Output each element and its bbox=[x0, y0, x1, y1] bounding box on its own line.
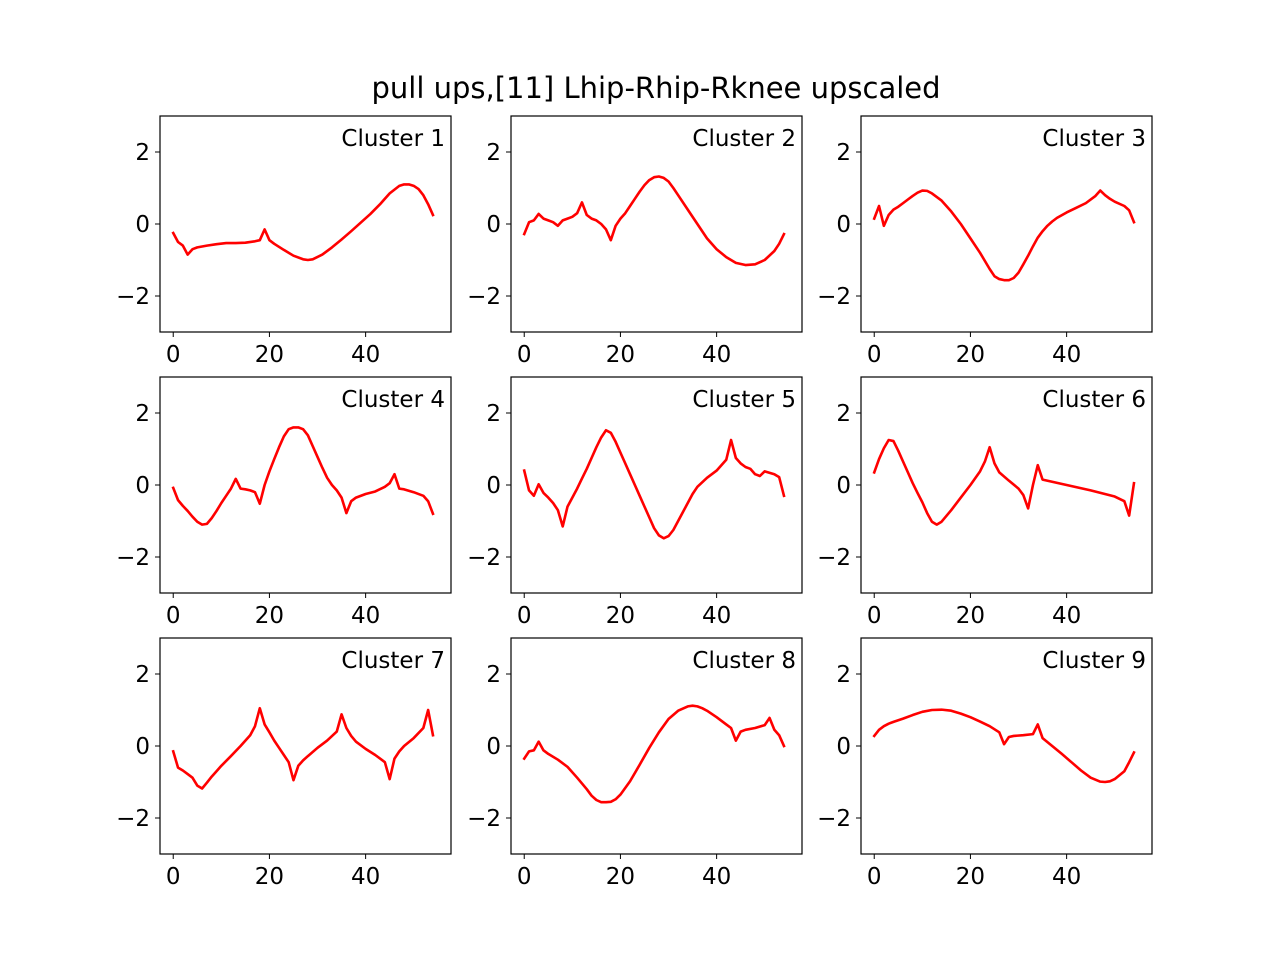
x-tick-label: 0 bbox=[867, 864, 882, 890]
y-tick-label: −2 bbox=[467, 284, 501, 310]
x-tick-label: 20 bbox=[255, 603, 284, 629]
cluster-label: Cluster 8 bbox=[692, 648, 796, 674]
cluster-label: Cluster 2 bbox=[692, 126, 796, 152]
cluster-label: Cluster 3 bbox=[1042, 126, 1146, 152]
x-tick-label: 0 bbox=[867, 342, 882, 368]
y-tick-label: 2 bbox=[486, 140, 501, 166]
x-tick-label: 20 bbox=[606, 342, 635, 368]
subplot-3: 0 20 40 −2 0 2 Cluster 3 bbox=[817, 115, 1153, 368]
cluster-label: Cluster 4 bbox=[341, 387, 445, 413]
x-tick-label: 0 bbox=[867, 603, 882, 629]
y-tick-label: 0 bbox=[486, 734, 501, 760]
series-line bbox=[171, 183, 435, 262]
x-tick-label: 40 bbox=[702, 603, 731, 629]
x-tick-label: 40 bbox=[702, 342, 731, 368]
x-tick-label: 0 bbox=[166, 603, 181, 629]
y-tick-label: 0 bbox=[486, 212, 501, 238]
subplot-8: 0 20 40 −2 0 2 Cluster 8 bbox=[467, 637, 803, 890]
series-line bbox=[872, 708, 1136, 784]
y-tick-label: −2 bbox=[817, 284, 851, 310]
x-tick-label: 0 bbox=[517, 342, 532, 368]
x-tick-label: 40 bbox=[1052, 864, 1081, 890]
x-tick-label: 20 bbox=[956, 603, 985, 629]
x-tick-label: 40 bbox=[351, 864, 380, 890]
y-tick-label: 0 bbox=[135, 473, 150, 499]
y-tick-label: 2 bbox=[836, 662, 851, 688]
y-tick-label: 0 bbox=[135, 734, 150, 760]
x-tick-label: 0 bbox=[517, 603, 532, 629]
cluster-label: Cluster 1 bbox=[341, 126, 445, 152]
x-tick-label: 20 bbox=[956, 864, 985, 890]
series-line bbox=[872, 438, 1136, 526]
subplot-1: 0 20 40 −2 0 2 Cluster 1 bbox=[116, 115, 452, 368]
series-line bbox=[522, 428, 786, 540]
y-tick-label: 2 bbox=[836, 401, 851, 427]
series-line bbox=[872, 189, 1136, 282]
cluster-label: Cluster 6 bbox=[1042, 387, 1146, 413]
y-tick-label: −2 bbox=[116, 284, 150, 310]
x-tick-label: 0 bbox=[517, 864, 532, 890]
y-tick-label: −2 bbox=[817, 806, 851, 832]
y-tick-label: 0 bbox=[836, 212, 851, 238]
y-tick-label: 2 bbox=[135, 662, 150, 688]
subplot-2: 0 20 40 −2 0 2 Cluster 2 bbox=[467, 115, 803, 368]
y-tick-label: 2 bbox=[486, 662, 501, 688]
subplot-7: 0 20 40 −2 0 2 Cluster 7 bbox=[116, 637, 452, 890]
x-tick-label: 20 bbox=[255, 342, 284, 368]
x-tick-label: 20 bbox=[606, 864, 635, 890]
y-tick-label: −2 bbox=[467, 545, 501, 571]
y-tick-label: −2 bbox=[817, 545, 851, 571]
x-tick-label: 40 bbox=[351, 342, 380, 368]
series-line bbox=[522, 704, 786, 804]
x-tick-label: 0 bbox=[166, 864, 181, 890]
y-tick-label: 2 bbox=[836, 140, 851, 166]
x-tick-label: 0 bbox=[166, 342, 181, 368]
y-tick-label: 2 bbox=[486, 401, 501, 427]
x-tick-label: 20 bbox=[255, 864, 284, 890]
y-tick-label: −2 bbox=[116, 545, 150, 571]
y-tick-label: 2 bbox=[135, 140, 150, 166]
cluster-label: Cluster 7 bbox=[341, 648, 445, 674]
subplot-4: 0 20 40 −2 0 2 Cluster 4 bbox=[116, 376, 452, 629]
y-tick-label: −2 bbox=[467, 806, 501, 832]
subplot-9: 0 20 40 −2 0 2 Cluster 9 bbox=[817, 637, 1153, 890]
y-tick-label: 2 bbox=[135, 401, 150, 427]
series-line bbox=[522, 175, 786, 267]
cluster-label: Cluster 9 bbox=[1042, 648, 1146, 674]
figure-title: pull ups,[11] Lhip-Rhip-Rknee upscaled bbox=[371, 71, 940, 105]
y-tick-label: 0 bbox=[135, 212, 150, 238]
x-tick-label: 20 bbox=[956, 342, 985, 368]
series-line bbox=[171, 706, 435, 790]
x-tick-label: 40 bbox=[702, 864, 731, 890]
x-tick-label: 40 bbox=[351, 603, 380, 629]
y-tick-label: −2 bbox=[116, 806, 150, 832]
x-tick-label: 20 bbox=[606, 603, 635, 629]
subplot-6: 0 20 40 −2 0 2 Cluster 6 bbox=[817, 376, 1153, 629]
subplot-5: 0 20 40 −2 0 2 Cluster 5 bbox=[467, 376, 803, 629]
y-tick-label: 0 bbox=[836, 734, 851, 760]
series-line bbox=[171, 426, 435, 526]
cluster-label: Cluster 5 bbox=[692, 387, 796, 413]
y-tick-label: 0 bbox=[486, 473, 501, 499]
x-tick-label: 40 bbox=[1052, 603, 1081, 629]
y-tick-label: 0 bbox=[836, 473, 851, 499]
x-tick-label: 40 bbox=[1052, 342, 1081, 368]
